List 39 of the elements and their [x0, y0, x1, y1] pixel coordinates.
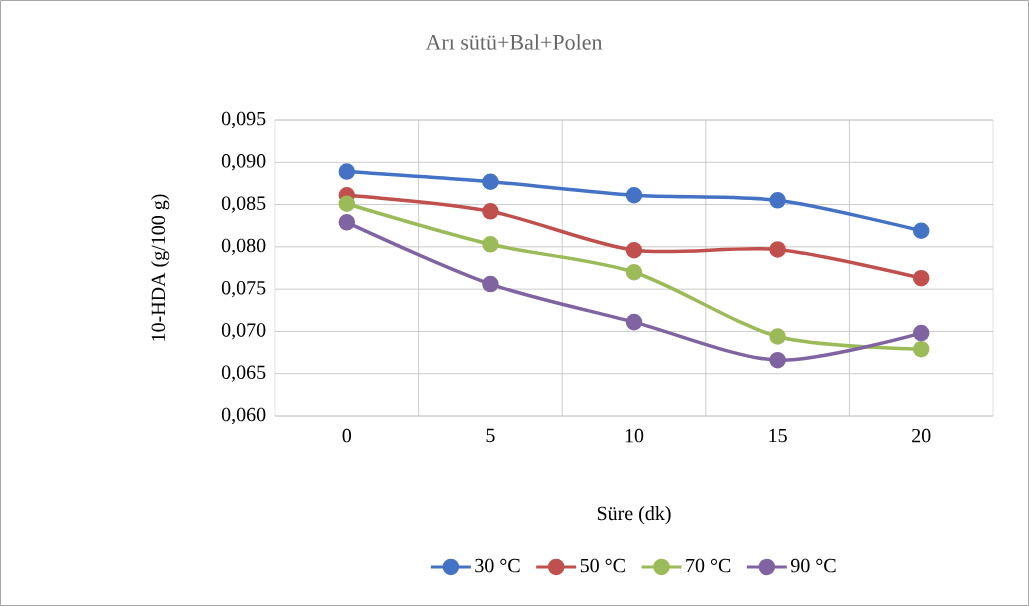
point — [912, 340, 930, 358]
legend-label: 30 °C — [475, 558, 520, 573]
x-tick-label: 15 — [769, 428, 787, 443]
point — [625, 313, 643, 331]
point — [769, 192, 786, 209]
point — [482, 236, 499, 253]
y-tick-label: 0,080 — [221, 238, 266, 256]
point — [338, 195, 356, 212]
x-tick-label: 0 — [342, 428, 352, 443]
legend-label: 90 °C — [790, 558, 836, 573]
legend-label: 70 °C — [686, 558, 731, 573]
point — [625, 263, 643, 281]
y-axis-title: 10-HDA (g/100 g) — [151, 194, 170, 341]
point — [912, 269, 930, 287]
point — [482, 203, 499, 220]
point — [482, 173, 499, 190]
point — [482, 275, 499, 293]
y-tick-label: 0,065 — [221, 365, 266, 382]
y-tick-label: 0,085 — [221, 196, 266, 213]
y-tick-label: 0,070 — [221, 323, 266, 340]
chart-title: Arı sütü+Bal+Polen — [425, 34, 603, 50]
point — [769, 241, 786, 258]
x-axis-title: Süre (dk) — [597, 506, 671, 525]
point — [769, 351, 786, 369]
point — [769, 328, 786, 345]
point — [625, 241, 643, 259]
y-tick-label: 0,060 — [221, 407, 266, 425]
legend-label: 50 °C — [580, 558, 625, 573]
y-tick-label: 0,075 — [221, 280, 266, 298]
point — [912, 222, 930, 240]
point — [912, 324, 930, 342]
point — [338, 163, 356, 180]
y-tick-label: 0,090 — [221, 154, 266, 171]
y-tick-label: 0,095 — [221, 111, 266, 129]
x-tick-label: 10 — [625, 428, 644, 443]
x-tick-label: 5 — [486, 428, 495, 443]
point — [625, 187, 643, 204]
x-tick-label: 20 — [912, 428, 931, 443]
point — [338, 214, 356, 231]
